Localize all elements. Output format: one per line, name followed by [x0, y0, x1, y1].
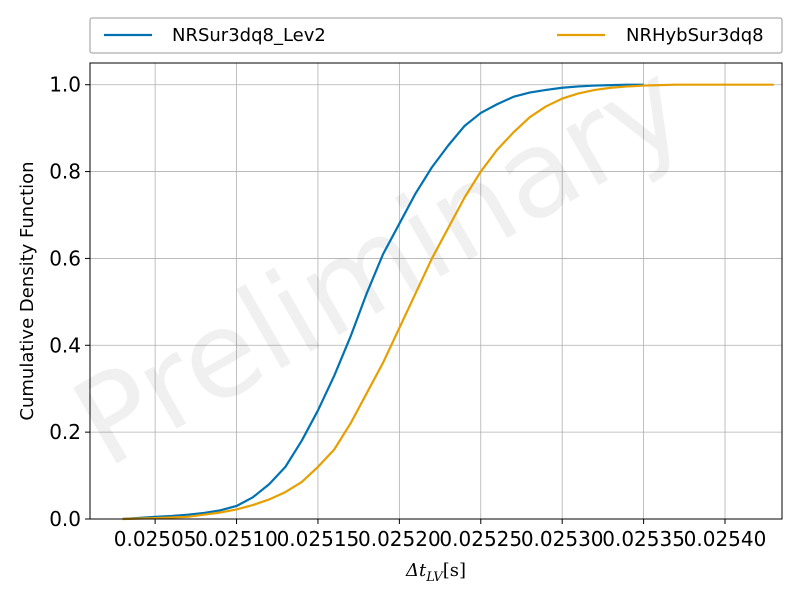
legend-label-series-1: NRSur3dq8_Lev2 — [172, 25, 326, 46]
x-tick-label: 0.02515 — [277, 527, 360, 551]
y-tick-label: 0.8 — [49, 160, 81, 184]
legend-label-series-2: NRHybSur3dq8 — [626, 25, 764, 46]
y-tick-label: 0.2 — [49, 420, 81, 444]
legend-box — [89, 17, 783, 54]
y-tick-label: 1.0 — [49, 73, 81, 97]
y-axis-ticks: 0.0 0.2 0.4 0.6 0.8 1.0 — [49, 73, 90, 531]
y-tick-label: 0.4 — [49, 333, 81, 357]
x-tick-label: 0.02530 — [521, 527, 604, 551]
x-tick-label: 0.02535 — [602, 527, 685, 551]
x-axis-ticks: 0.025050.025100.025150.025200.025250.025… — [114, 519, 767, 551]
y-axis-label: Cumulative Density Function — [17, 161, 38, 420]
x-tick-label: 0.02520 — [358, 527, 441, 551]
x-tick-label: 0.02525 — [439, 527, 522, 551]
x-axis-label: ΔtLV[s] — [405, 560, 466, 585]
x-tick-label: 0.02510 — [195, 527, 278, 551]
x-tick-label: 0.02540 — [684, 527, 767, 551]
plot-frame — [89, 62, 783, 520]
y-tick-label: 0.0 — [49, 507, 81, 531]
legend: NRSur3dq8_Lev2 NRHybSur3dq8 — [89, 17, 783, 54]
series-line-2 — [122, 83, 774, 521]
x-tick-label: 0.02505 — [114, 527, 197, 551]
y-tick-label: 0.6 — [49, 246, 81, 270]
series-lines — [122, 83, 774, 521]
series-line-1 — [122, 83, 644, 521]
